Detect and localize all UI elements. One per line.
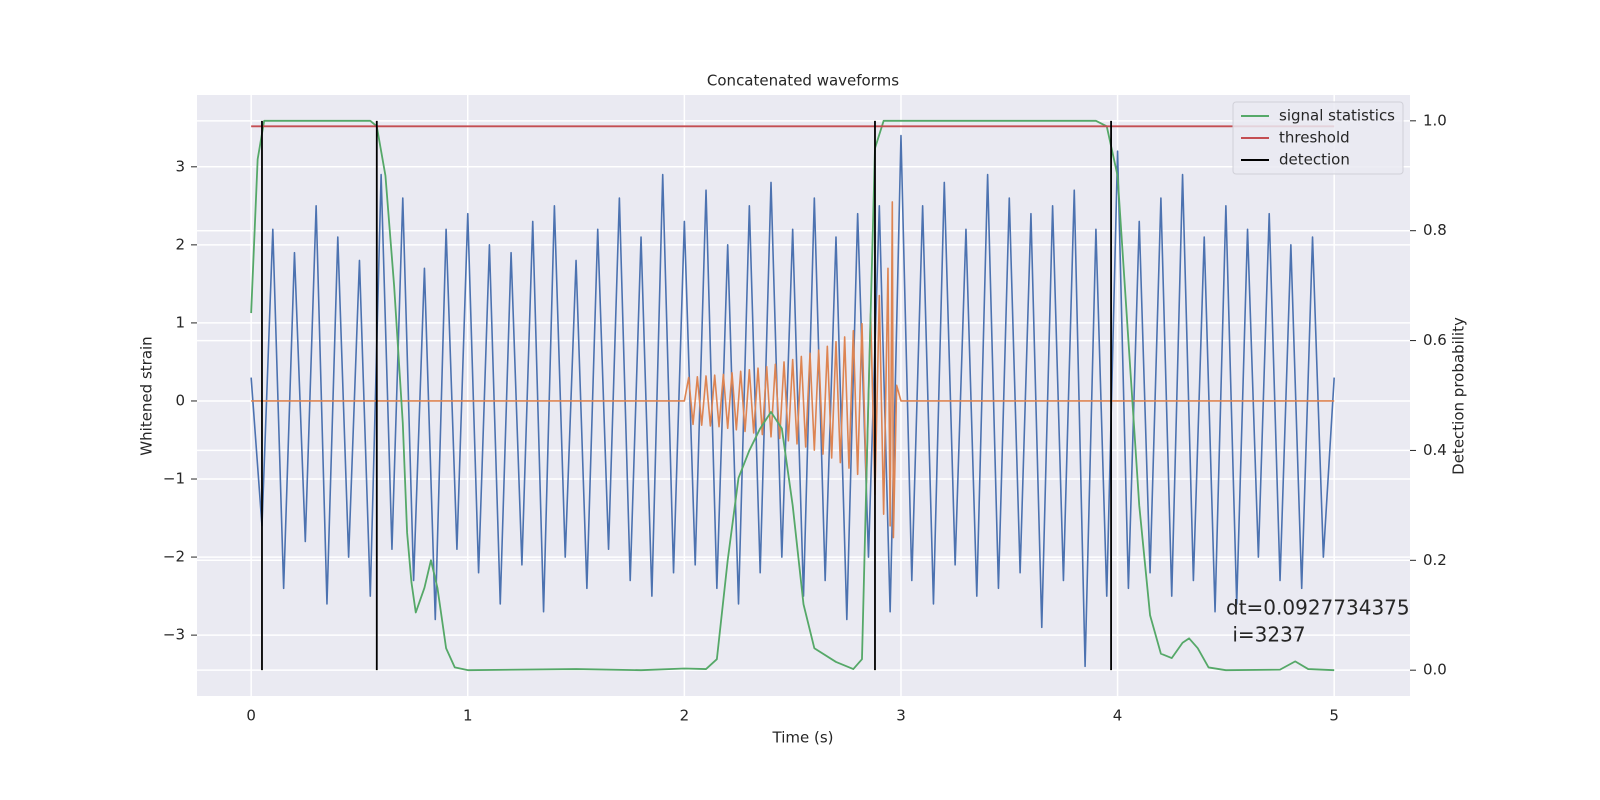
y2-tick-label: 0.8 [1423,221,1447,239]
x-tick-label: 0 [246,707,256,725]
annotation: dt=0.0927734375 [1226,596,1410,620]
annotation: i=3237 [1226,623,1306,647]
x-axis-label: Time (s) [772,729,834,747]
legend-label: detection [1279,151,1350,169]
x-tick-label: 4 [1113,707,1123,725]
x-tick-label: 1 [463,707,473,725]
y2-tick-label: 0.6 [1423,331,1447,349]
x-tick-label: 5 [1329,707,1339,725]
y2-tick-label: 0.2 [1423,551,1447,569]
y-tick-label: 3 [175,157,185,175]
y2-tick-label: 1.0 [1423,111,1447,129]
axes: 0 1 2 3 4 5 −3 −2 −1 0 1 2 3 0.0 0.2 0.4 0.6 0.8 1.0 [163,111,1447,724]
marks [250,119,1335,672]
y-tick-label: −1 [163,470,185,488]
y-tick-label: −3 [163,626,185,644]
y-tick-label: 0 [175,391,185,409]
chart-title: Concatenated waveforms [707,72,899,90]
y-tick-label: 1 [175,313,185,331]
y2-tick-label: 0.0 [1423,661,1447,679]
y-tick-label: 2 [175,235,185,253]
series-line [261,120,1112,671]
y-axis-label: Whitened strain [138,336,156,455]
legend-label: threshold [1279,129,1350,147]
legend: signal statistics threshold detection [1232,101,1404,175]
legend-label: signal statistics [1279,107,1395,125]
y2-tick-label: 0.4 [1423,441,1447,459]
y-tick-label: −2 [163,548,185,566]
x-tick-label: 2 [680,707,690,725]
x-tick-label: 3 [896,707,906,725]
series-line [250,119,1335,672]
y2-axis-label: Detection probability [1450,317,1468,475]
legend-box [1232,101,1404,175]
series-line [250,134,1335,668]
